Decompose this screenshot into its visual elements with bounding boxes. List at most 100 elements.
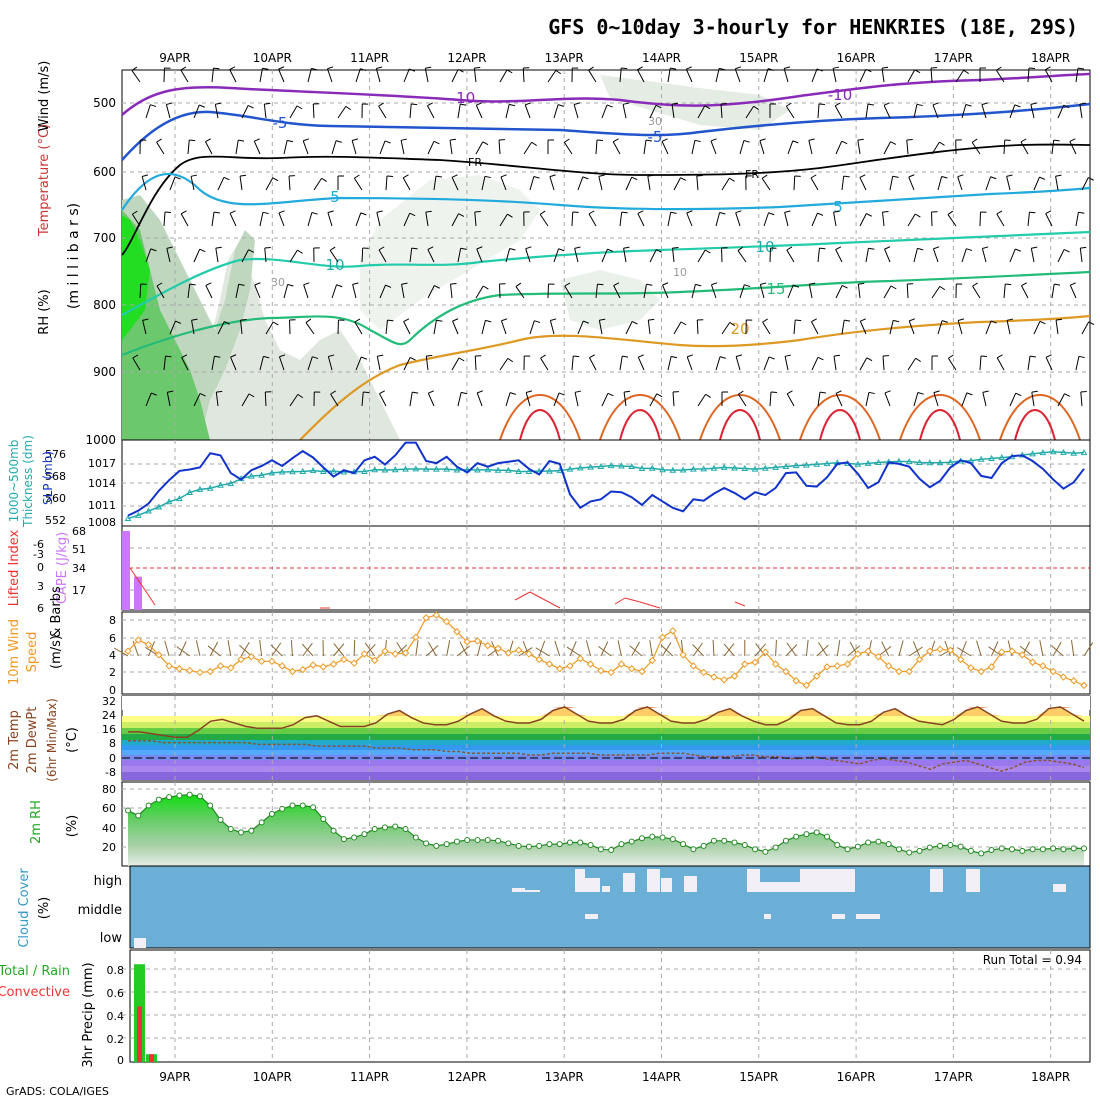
wind-barb [534, 320, 541, 324]
rh-point [957, 843, 964, 850]
wind-barb [883, 105, 891, 119]
wind-barb [132, 357, 141, 371]
wind-barb [451, 69, 459, 83]
wind-barb [906, 139, 913, 141]
rh-point [741, 842, 748, 848]
wind-barb [881, 66, 889, 69]
temp-band [122, 772, 1090, 780]
wind-point [278, 662, 286, 670]
wind-barb [947, 357, 957, 371]
wind-barb [524, 104, 531, 119]
wind-point [792, 677, 800, 685]
wind-barb [241, 249, 250, 263]
wind-barb [272, 321, 279, 326]
wind-barb [385, 284, 392, 288]
wind-point [319, 663, 328, 671]
wind-barb [1081, 177, 1089, 191]
temp-axis-label: Temperature (°C) [37, 124, 52, 237]
wind-barb [649, 640, 653, 657]
rh-point [536, 842, 543, 849]
wind-barb [743, 140, 750, 143]
wind-barb [553, 248, 560, 263]
wind-barb [720, 103, 723, 119]
temp-band [122, 716, 1090, 722]
wind-barb [1019, 645, 1033, 657]
rh-point [546, 841, 553, 848]
wind-barb [931, 286, 941, 299]
wind-barb [735, 210, 742, 214]
wind-barb [451, 174, 458, 178]
wind-barb [835, 246, 842, 250]
rh-panel: 80 60 40 20 [102, 781, 1091, 867]
rh-point [186, 791, 193, 798]
wind-barb [253, 141, 261, 155]
wind-barb [193, 104, 200, 119]
wind-point [648, 656, 656, 665]
wind-barb [525, 102, 532, 106]
wind-barb [884, 390, 891, 394]
wind-barb [811, 212, 818, 227]
wind-barb [645, 139, 652, 142]
wind-point [720, 676, 728, 684]
precip-bars [134, 964, 157, 1062]
contour-label: 10 [755, 238, 774, 256]
cloud-block [760, 882, 800, 892]
wind-point [175, 665, 184, 673]
wind-point [247, 652, 256, 661]
rh-point [443, 841, 450, 848]
wind-barb [577, 320, 584, 335]
wind-barb [662, 282, 669, 286]
wind-point [689, 662, 698, 670]
wind-barb [254, 284, 261, 299]
wind-point [514, 646, 523, 654]
pressure-tick: 500 [93, 96, 116, 110]
wind-barb [892, 175, 899, 178]
wind-barb [482, 285, 489, 290]
wind-barb [670, 67, 677, 70]
wind-barb [889, 320, 894, 335]
wind-barb [427, 102, 433, 107]
wind-barb [254, 138, 260, 142]
wind-barb [729, 177, 735, 182]
wind-barb [476, 102, 482, 106]
wind-barb [649, 393, 658, 407]
wind-barb [145, 392, 152, 407]
wind-barb [378, 246, 385, 251]
wind-point [843, 660, 852, 668]
rh-point [608, 847, 615, 854]
wind-barb [932, 248, 939, 263]
wind-barb [721, 177, 730, 191]
thickness-tick: 568 [45, 470, 66, 483]
wind-barb [166, 248, 171, 263]
wind-barb [816, 644, 829, 657]
wind-barb [710, 140, 717, 155]
contour-label: 5 [833, 198, 843, 216]
wind-barb [686, 210, 693, 214]
rh-point [196, 793, 203, 800]
wind-barb [329, 250, 339, 263]
wind-barb [156, 141, 165, 155]
rh-point [577, 839, 584, 846]
wind-barb [142, 320, 147, 335]
wind-barb [883, 141, 892, 155]
wind-point [998, 648, 1006, 656]
wind-barb [893, 319, 900, 323]
wind-barb [982, 392, 987, 407]
wind-barb [1021, 282, 1027, 287]
wind-barb [376, 212, 381, 227]
wind-barb [1052, 641, 1062, 657]
date-label: 12APR [447, 51, 486, 65]
wind-point [1049, 667, 1057, 676]
wind-barb [355, 212, 362, 227]
wind-barb [564, 138, 570, 143]
wind-barb [710, 138, 717, 142]
wind-barb [617, 640, 622, 657]
contour-label: -5 [648, 128, 663, 146]
wind-barb [866, 213, 872, 217]
wind-barb [672, 248, 675, 263]
wind-point [196, 668, 204, 677]
wind-barb [1080, 246, 1087, 249]
wind-barb [522, 67, 525, 83]
rh-tick: 20 [102, 841, 116, 854]
wind-point [329, 660, 338, 668]
